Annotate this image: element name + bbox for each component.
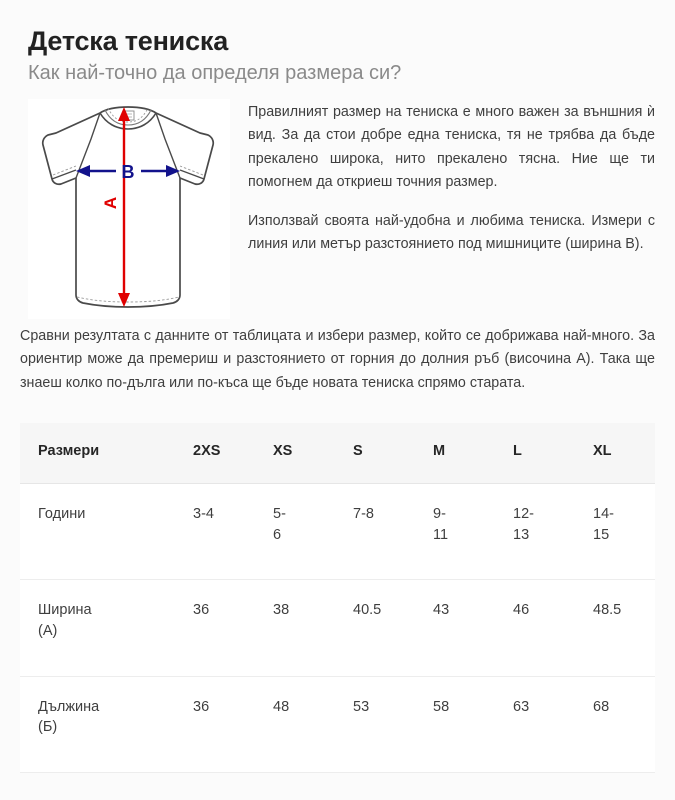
cell-width-s: 40.5 (335, 579, 415, 677)
cell-length-xl: 68 (575, 676, 655, 773)
cell-length-s: 53 (335, 676, 415, 773)
cell-years-m: 9- 11 (415, 483, 495, 581)
column-header-sizes: Размери (20, 422, 175, 485)
cell-width-xl: 48.5 (575, 579, 655, 677)
cell-years-xs: 5- 6 (255, 483, 335, 581)
table-header-row: Размери 2XS XS S M L XL (20, 422, 655, 485)
row-label-years: Години (20, 483, 175, 581)
cell-length-2xs: 36 (175, 676, 255, 773)
cell-years-l: 12- 13 (495, 483, 575, 581)
tshirt-diagram: A B (28, 99, 230, 320)
table-row: Дължина (Б) 36 48 53 58 63 68 (20, 676, 655, 773)
column-header-xs: XS (255, 422, 335, 485)
tshirt-measurement-icon: A B (41, 106, 215, 309)
row-label-length: Дължина (Б) (20, 676, 175, 773)
cell-length-xs: 48 (255, 676, 335, 773)
table-row: Години 3-4 5- 6 7-8 9- 11 12- 13 14- 15 (20, 483, 655, 581)
cell-width-m: 43 (415, 579, 495, 677)
page-title: Детска тениска (28, 26, 229, 56)
size-table-wrapper: Размери 2XS XS S M L XL Години 3-4 5- 6 … (0, 395, 675, 773)
cell-years-xl: 14- 15 (575, 483, 655, 581)
cell-length-l: 63 (495, 676, 575, 773)
column-header-s: S (335, 422, 415, 485)
size-table: Размери 2XS XS S M L XL Години 3-4 5- 6 … (20, 422, 655, 773)
intro-paragraph-1: Правилният размер на тениска е много важ… (248, 104, 655, 190)
body-paragraph: Сравни резултата с данните от таблицата … (20, 328, 655, 391)
size-table-body: Години 3-4 5- 6 7-8 9- 11 12- 13 14- 15 … (20, 483, 655, 773)
row-label-width: Ширина (A) (20, 579, 175, 677)
cell-width-2xs: 36 (175, 579, 255, 677)
intro-paragraph-2: Използвай своята най-удобна и любима тен… (248, 212, 655, 253)
size-table-head: Размери 2XS XS S M L XL (20, 422, 655, 485)
column-header-m: M (415, 422, 495, 485)
cell-length-m: 58 (415, 676, 495, 773)
column-header-xl: XL (575, 422, 655, 485)
intro-text: Правилният размер на тениска е много важ… (230, 99, 655, 256)
page-subtitle: Как най-точно да определя размера си? (28, 62, 402, 85)
cell-width-l: 46 (495, 579, 575, 677)
column-header-l: L (495, 422, 575, 485)
intro-section: A B Правилният размер на тениска е много… (0, 85, 675, 320)
heading-block: Детска тениска Как най-точно да определя… (0, 0, 675, 85)
cell-years-s: 7-8 (335, 483, 415, 581)
label-a: A (101, 197, 120, 209)
label-b: B (122, 162, 135, 182)
table-row: Ширина (A) 36 38 40.5 43 46 48.5 (20, 579, 655, 677)
column-header-2xs: 2XS (175, 422, 255, 485)
cell-years-2xs: 3-4 (175, 483, 255, 581)
cell-width-xs: 38 (255, 579, 335, 677)
